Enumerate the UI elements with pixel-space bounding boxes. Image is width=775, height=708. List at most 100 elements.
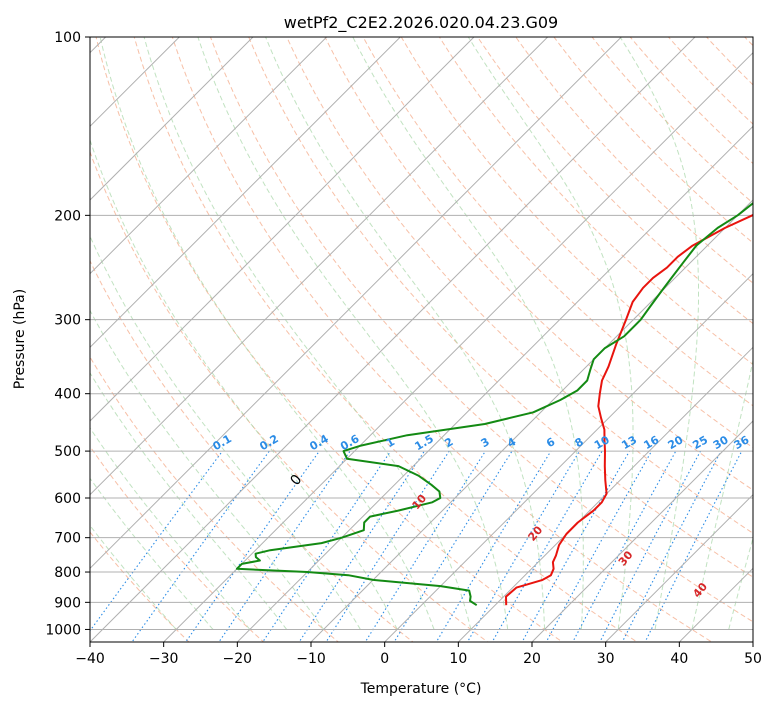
mixing-ratio-label: 30 xyxy=(711,433,731,452)
x-tick-label: −20 xyxy=(223,651,253,667)
y-tick-label: 300 xyxy=(54,313,81,329)
y-axis-label: Pressure (hPa) xyxy=(12,289,28,389)
isotherm-line xyxy=(90,37,549,496)
moist-adiabat-label: 40 xyxy=(690,580,710,600)
isotherm-line xyxy=(90,37,623,570)
isotherm-line xyxy=(678,567,753,642)
mixing-ratio-label: 0.1 xyxy=(210,432,233,453)
mixing-ratio-line xyxy=(644,450,743,642)
dry-adiabat-line xyxy=(553,37,753,244)
isotherm-line xyxy=(90,37,328,275)
dry-adiabat-line xyxy=(90,531,190,642)
mixing-ratio-label: 2 xyxy=(442,435,455,450)
dry-adiabat-line xyxy=(90,445,265,642)
moist-adiabat-label: 30 xyxy=(616,548,636,568)
moist-adiabat-line xyxy=(90,477,214,630)
x-tick-label: 30 xyxy=(597,651,615,667)
x-tick-label: 0 xyxy=(380,651,389,667)
dry-adiabat-line xyxy=(90,259,414,642)
moist-adiabat-line xyxy=(90,138,398,630)
moist-adiabat-line xyxy=(352,37,584,630)
moist-adiabat-line xyxy=(197,37,509,630)
mixing-ratio-label: 6 xyxy=(544,435,557,450)
mixing-ratio-line xyxy=(262,450,392,642)
mixing-ratio-label: 13 xyxy=(619,433,639,452)
profile-lines xyxy=(235,201,753,607)
y-tick-label: 900 xyxy=(54,595,81,611)
chart-title: wetPf2_C2E2.2026.020.04.23.G09 xyxy=(284,13,558,33)
y-tick-label: 1000 xyxy=(45,622,81,638)
isotherm-line xyxy=(752,641,753,642)
y-tick-label: 800 xyxy=(54,565,81,581)
mixing-ratio-label: 0.4 xyxy=(307,432,331,453)
dry-adiabat-line xyxy=(90,356,340,642)
isotherm-line xyxy=(90,37,402,349)
moist-adiabat-line xyxy=(728,536,753,630)
mixing-ratio-label: 10 xyxy=(592,433,612,452)
moist-adiabat-label: 20 xyxy=(526,523,546,543)
mixing-ratio-label: 0.2 xyxy=(257,432,280,453)
mixing-ratio-label: 20 xyxy=(666,433,686,452)
dry-adiabat-line xyxy=(743,37,753,47)
x-tick-label: −30 xyxy=(149,651,179,667)
mixing-ratio-line xyxy=(218,450,351,642)
x-tick-label: 50 xyxy=(744,651,762,667)
dry-adiabat-line xyxy=(171,37,713,642)
dry-adiabat-line xyxy=(95,37,564,642)
dewpoint-line xyxy=(235,201,753,607)
mixing-ratio-label: 0.6 xyxy=(338,432,362,453)
mixing-ratio-label: 36 xyxy=(732,433,752,452)
temperature-line xyxy=(505,213,753,606)
mixing-ratio-line xyxy=(325,450,450,642)
mixing-ratio-label: 1.5 xyxy=(412,432,435,453)
x-tick-label: −40 xyxy=(75,651,105,667)
moist-adiabat-line xyxy=(90,309,324,630)
mixing-ratio-label: 3 xyxy=(479,435,492,450)
mixing-ratio-line xyxy=(435,450,552,642)
moist-adiabat-line xyxy=(99,37,435,630)
isotherm-line xyxy=(90,37,181,128)
mixing-ratio-line xyxy=(393,450,513,642)
mixing-ratio-line xyxy=(491,450,603,642)
dry-adiabat-line xyxy=(705,37,753,86)
dry-adiabat-line xyxy=(477,37,753,325)
moist-adiabat-line xyxy=(619,37,699,630)
dry-adiabat-line xyxy=(90,150,489,642)
x-tick-label: 10 xyxy=(449,651,467,667)
y-tick-label: 200 xyxy=(54,208,81,224)
mixing-ratio-line xyxy=(545,450,653,642)
dry-adiabat-line xyxy=(400,37,753,407)
isotherm-line xyxy=(531,420,753,642)
mixing-ratio-label: 25 xyxy=(690,433,710,452)
dry-adiabat-line xyxy=(756,10,775,654)
mixing-ratio-line xyxy=(185,450,320,642)
dry-adiabat-line xyxy=(133,37,638,642)
isotherm-line xyxy=(90,37,475,422)
isotherm-line xyxy=(604,493,753,642)
mixing-ratio-label: 4 xyxy=(505,435,518,450)
x-tick-label: 40 xyxy=(670,651,688,667)
isotherm-line xyxy=(236,125,753,642)
dry-adiabat-line xyxy=(286,37,753,534)
moist-adiabat-line xyxy=(90,371,288,630)
thermo-background xyxy=(90,10,775,654)
moist-adiabat-line xyxy=(691,358,753,630)
dry-adiabat-line xyxy=(362,37,753,449)
mixing-ratio-line xyxy=(466,450,580,642)
x-axis-label: Temperature (°C) xyxy=(360,681,482,697)
y-tick-label: 400 xyxy=(54,387,81,403)
moist-adiabat-line xyxy=(467,37,634,630)
moist-adiabat-label: 10 xyxy=(409,492,429,512)
isotherm-line xyxy=(310,199,753,642)
moist-adiabat-line xyxy=(90,235,361,630)
y-tick-label: 100 xyxy=(54,30,81,46)
moist-adiabat-line xyxy=(143,37,472,630)
isotherm-line xyxy=(0,10,59,654)
moist-adiabat-line xyxy=(265,37,546,630)
dry-adiabat-line xyxy=(209,37,753,623)
mixing-ratio-label: 16 xyxy=(641,433,661,452)
x-tick-label: −10 xyxy=(296,651,326,667)
isotherm-line xyxy=(383,272,753,642)
grid-lines xyxy=(0,10,753,654)
